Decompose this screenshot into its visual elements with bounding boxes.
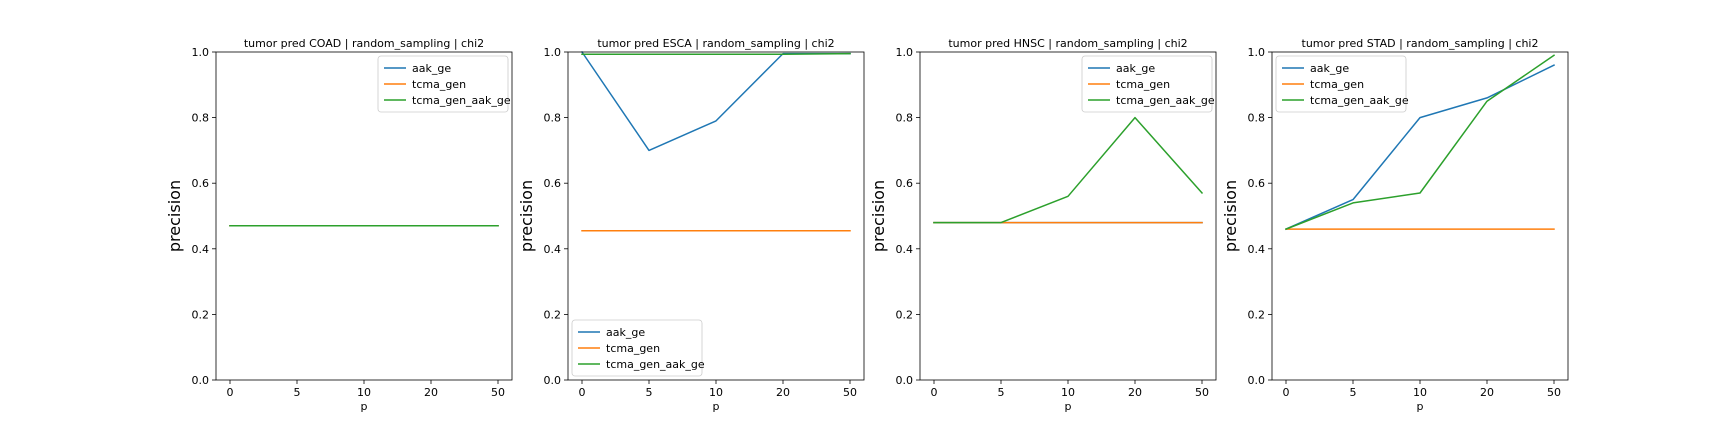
y-tick-label: 0.0 <box>192 374 210 387</box>
legend-label-tcma_gen: tcma_gen <box>1310 78 1364 91</box>
y-tick-label: 0.6 <box>192 177 210 190</box>
y-tick-label: 1.0 <box>1248 46 1266 59</box>
y-tick-label: 0.4 <box>544 243 562 256</box>
y-tick-label: 0.8 <box>192 112 210 125</box>
y-tick-label: 1.0 <box>192 46 210 59</box>
y-tick-label: 0.8 <box>896 112 914 125</box>
x-tick-label: 20 <box>1480 386 1494 399</box>
y-tick-label: 0.2 <box>896 308 914 321</box>
legend-label-aak_ge: aak_ge <box>606 326 645 339</box>
x-tick-label: 5 <box>646 386 653 399</box>
y-axis-label: precision <box>1221 180 1240 252</box>
subplot-2: tumor pred HNSC | random_sampling | chi2… <box>869 37 1217 413</box>
chart-title: tumor pred HNSC | random_sampling | chi2 <box>948 37 1187 50</box>
x-tick-label: 0 <box>1283 386 1290 399</box>
y-axis-label: precision <box>517 180 536 252</box>
y-tick-label: 0.0 <box>1248 374 1266 387</box>
x-axis-label: p <box>1065 400 1072 413</box>
x-tick-label: 10 <box>1413 386 1427 399</box>
series-line-tcma_gen_aak_ge <box>581 52 851 56</box>
x-tick-label: 0 <box>579 386 586 399</box>
legend-label-tcma_gen_aak_ge: tcma_gen_aak_ge <box>606 358 705 371</box>
y-axis-label: precision <box>165 180 184 252</box>
y-tick-label: 0.0 <box>896 374 914 387</box>
chart-title: tumor pred STAD | random_sampling | chi2 <box>1302 37 1539 50</box>
x-axis-label: p <box>713 400 720 413</box>
legend-label-tcma_gen_aak_ge: tcma_gen_aak_ge <box>1116 94 1215 107</box>
x-tick-label: 5 <box>294 386 301 399</box>
legend-label-aak_ge: aak_ge <box>1310 62 1349 75</box>
y-tick-label: 0.6 <box>1248 177 1266 190</box>
x-tick-label: 20 <box>1128 386 1142 399</box>
legend-label-tcma_gen_aak_ge: tcma_gen_aak_ge <box>1310 94 1409 107</box>
legend: aak_ge tcma_gen tcma_gen_aak_ge <box>1275 55 1409 113</box>
x-tick-label: 50 <box>1195 386 1209 399</box>
legend-label-tcma_gen: tcma_gen <box>1116 78 1170 91</box>
x-tick-label: 0 <box>931 386 938 399</box>
series-line-tcma_gen_aak_ge <box>1285 54 1556 231</box>
y-tick-label: 0.4 <box>1248 243 1266 256</box>
legend-label-tcma_gen_aak_ge: tcma_gen_aak_ge <box>412 94 511 107</box>
y-tick-label: 0.4 <box>192 243 210 256</box>
legend-label-tcma_gen: tcma_gen <box>606 342 660 355</box>
legend-label-aak_ge: aak_ge <box>1116 62 1155 75</box>
chart-title: tumor pred ESCA | random_sampling | chi2 <box>597 37 834 50</box>
subplot-3: tumor pred STAD | random_sampling | chi2… <box>1221 37 1569 413</box>
x-tick-label: 10 <box>709 386 723 399</box>
x-tick-label: 50 <box>1547 386 1561 399</box>
legend-label-aak_ge: aak_ge <box>412 62 451 75</box>
legend-box <box>377 55 509 113</box>
series-line-tcma_gen_aak_ge <box>933 116 1204 224</box>
x-tick-label: 50 <box>843 386 857 399</box>
y-axis-label: precision <box>869 180 888 252</box>
legend: aak_ge tcma_gen tcma_gen_aak_ge <box>1081 55 1215 113</box>
series-line-aak_ge <box>580 50 851 152</box>
legend: aak_ge tcma_gen tcma_gen_aak_ge <box>571 319 705 377</box>
y-tick-label: 0.2 <box>1248 308 1266 321</box>
y-tick-label: 0.6 <box>544 177 562 190</box>
y-tick-label: 0.4 <box>896 243 914 256</box>
y-tick-label: 1.0 <box>544 46 562 59</box>
x-tick-label: 0 <box>227 386 234 399</box>
x-tick-label: 20 <box>776 386 790 399</box>
y-tick-label: 0.8 <box>1248 112 1266 125</box>
y-tick-label: 0.2 <box>544 308 562 321</box>
x-axis-label: p <box>361 400 368 413</box>
legend-label-tcma_gen: tcma_gen <box>412 78 466 91</box>
legend-box <box>1081 55 1213 113</box>
x-tick-label: 5 <box>1350 386 1357 399</box>
legend-box <box>1275 55 1407 113</box>
y-tick-label: 1.0 <box>896 46 914 59</box>
x-tick-label: 20 <box>424 386 438 399</box>
y-tick-label: 0.0 <box>544 374 562 387</box>
subplot-0: tumor pred COAD | random_sampling | chi2… <box>165 37 513 413</box>
chart-title: tumor pred COAD | random_sampling | chi2 <box>244 37 484 50</box>
x-tick-label: 50 <box>491 386 505 399</box>
x-tick-label: 10 <box>1061 386 1075 399</box>
y-tick-label: 0.8 <box>544 112 562 125</box>
subplot-1: tumor pred ESCA | random_sampling | chi2… <box>517 37 865 413</box>
x-axis-label: p <box>1417 400 1424 413</box>
x-tick-label: 5 <box>998 386 1005 399</box>
y-tick-label: 0.2 <box>192 308 210 321</box>
y-tick-label: 0.6 <box>896 177 914 190</box>
x-tick-label: 10 <box>357 386 371 399</box>
series-line-aak_ge <box>1285 64 1556 231</box>
legend: aak_ge tcma_gen tcma_gen_aak_ge <box>377 55 511 113</box>
legend-box <box>571 319 703 377</box>
